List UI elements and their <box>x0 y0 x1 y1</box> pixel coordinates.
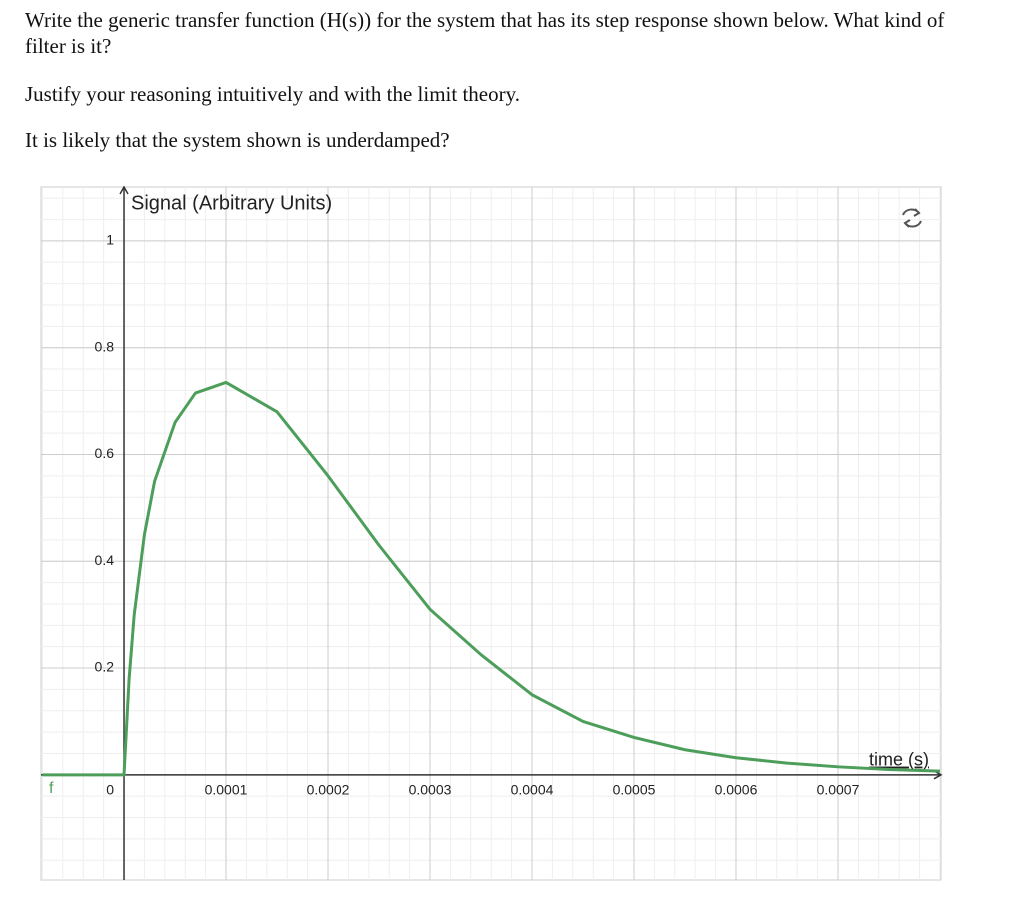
x-tick-label: 0.0002 <box>307 782 350 798</box>
reset-icon[interactable] <box>902 208 922 228</box>
y-tick-label: 0.4 <box>95 552 115 568</box>
x-tick-label: 0.0006 <box>715 782 758 798</box>
y-tick-label: 0 <box>106 782 114 798</box>
x-tick-label: 0.0004 <box>511 782 554 798</box>
grid <box>41 187 941 880</box>
y-tick-label: 0.2 <box>95 659 115 675</box>
legend-label: f <box>49 780 54 797</box>
series-line <box>42 380 941 777</box>
question-line: Justify your reasoning intuitively and w… <box>25 82 520 106</box>
plot: 0.0001 0.0002 0.0003 0.0004 0.0005 0.0006 0.00… <box>41 185 943 880</box>
y-axis-arrow <box>119 185 129 195</box>
x-tick-label: 0.0005 <box>613 782 656 798</box>
y-tick-label: 1 <box>106 232 114 248</box>
x-tick-label: 0.0007 <box>817 782 860 798</box>
y-tick-label: 0.8 <box>95 338 115 354</box>
question-line: Write the generic transfer function (H(s… <box>25 8 945 58</box>
y-tick-label: 0.6 <box>95 445 115 461</box>
x-axis-label: time (s) <box>869 750 929 770</box>
x-tick-label: 0.0003 <box>409 782 452 798</box>
question-line: It is likely that the system shown is un… <box>25 128 450 152</box>
y-axis-label: Signal (Arbitrary Units) <box>131 192 332 214</box>
x-tick-label: 0.0001 <box>205 782 248 798</box>
